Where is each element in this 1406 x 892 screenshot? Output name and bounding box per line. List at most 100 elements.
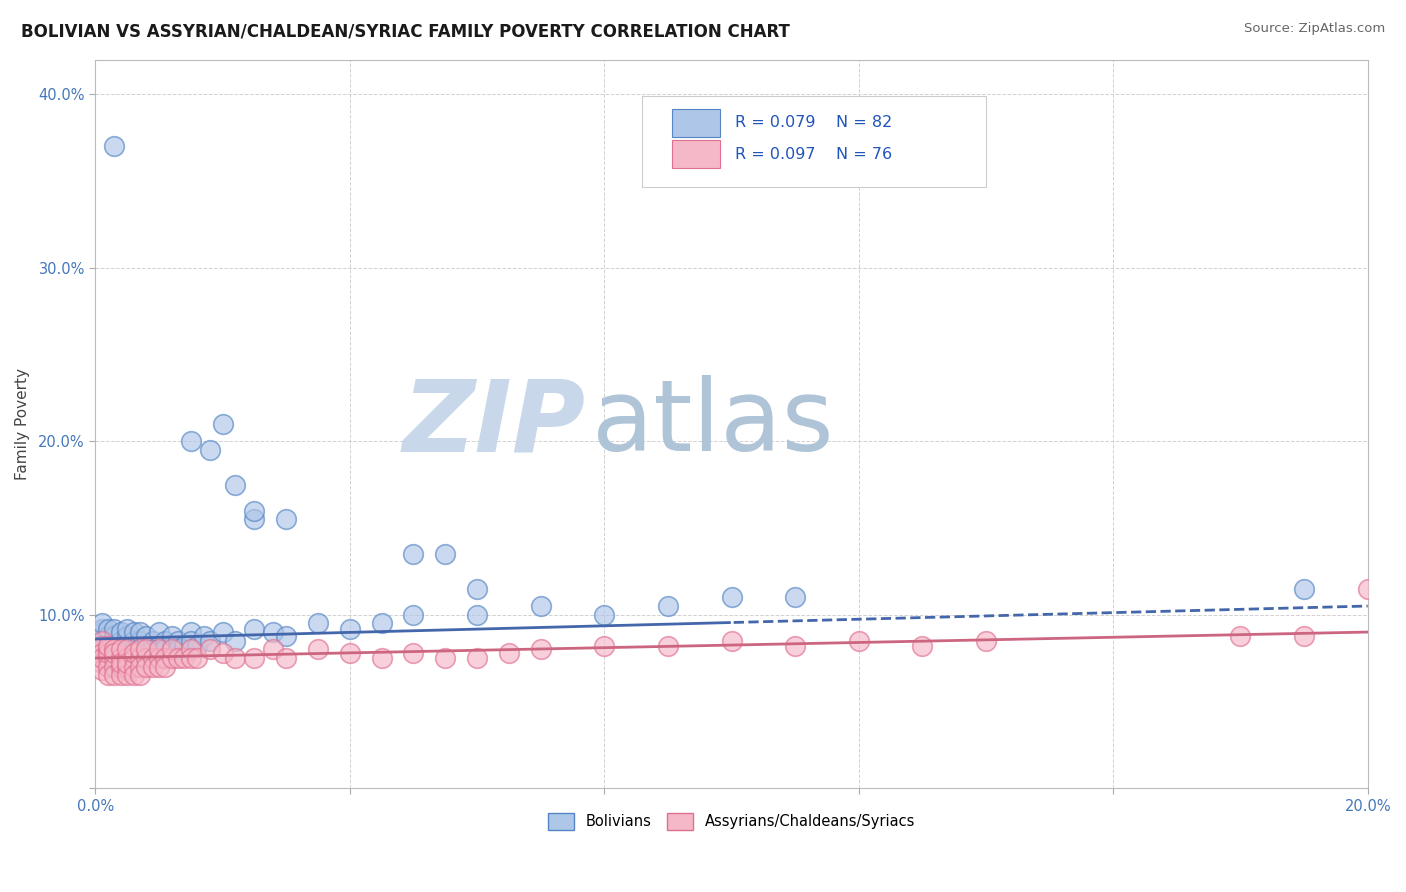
Point [97, 628, 120, 642]
Point [103, 659, 125, 673]
Point [785, 639, 807, 653]
Point [135, 646, 157, 660]
Point [276, 651, 298, 665]
FancyBboxPatch shape [672, 109, 720, 136]
Point [122, 651, 145, 665]
Point [911, 639, 934, 653]
Point [103, 628, 125, 642]
Point [122, 651, 145, 665]
Point [160, 651, 183, 665]
Point [720, 633, 742, 648]
Point [148, 639, 170, 653]
Point [1294, 628, 1316, 642]
Point [243, 503, 266, 517]
Point [263, 625, 285, 640]
Point [122, 633, 145, 648]
Point [848, 633, 870, 648]
Point [167, 651, 190, 665]
Point [90, 622, 112, 636]
Point [97, 639, 120, 653]
Point [103, 646, 125, 660]
Point [97, 639, 120, 653]
Point [97, 646, 120, 660]
Point [193, 628, 215, 642]
Point [657, 599, 679, 613]
Point [110, 633, 132, 648]
Point [103, 651, 125, 665]
Point [115, 639, 138, 653]
Point [155, 633, 177, 648]
Point [243, 651, 266, 665]
Point [122, 668, 145, 682]
Point [211, 417, 233, 431]
Point [122, 625, 145, 640]
Text: Source: ZipAtlas.com: Source: ZipAtlas.com [1244, 22, 1385, 36]
Point [173, 639, 195, 653]
Point [122, 642, 145, 657]
Point [129, 642, 152, 657]
Point [142, 633, 165, 648]
Point [90, 633, 112, 648]
Point [90, 663, 112, 677]
Point [110, 668, 132, 682]
Point [115, 657, 138, 671]
Text: R = 0.079    N = 82: R = 0.079 N = 82 [735, 115, 893, 130]
Y-axis label: Family Poverty: Family Poverty [15, 368, 30, 480]
Point [110, 657, 132, 671]
Point [1229, 628, 1251, 642]
Text: R = 0.097    N = 76: R = 0.097 N = 76 [735, 147, 893, 161]
Point [148, 625, 170, 640]
Point [180, 642, 202, 657]
Point [115, 628, 138, 642]
Point [142, 642, 165, 657]
Point [97, 646, 120, 660]
Point [97, 668, 120, 682]
Legend: Bolivians, Assyrians/Chaldeans/Syriacs: Bolivians, Assyrians/Chaldeans/Syriacs [543, 807, 921, 836]
Point [115, 663, 138, 677]
Point [129, 651, 152, 665]
Point [110, 651, 132, 665]
Point [657, 639, 679, 653]
Point [155, 642, 177, 657]
Point [148, 646, 170, 660]
Point [110, 642, 132, 657]
Point [103, 668, 125, 682]
Point [180, 434, 202, 449]
FancyBboxPatch shape [672, 140, 720, 169]
Point [90, 639, 112, 653]
Point [97, 642, 120, 657]
Point [129, 659, 152, 673]
Point [530, 642, 553, 657]
Point [167, 633, 190, 648]
Point [148, 642, 170, 657]
Point [115, 646, 138, 660]
Point [142, 659, 165, 673]
Point [103, 139, 125, 153]
Point [198, 442, 221, 457]
Point [90, 657, 112, 671]
Point [97, 622, 120, 636]
Point [115, 622, 138, 636]
Point [198, 633, 221, 648]
Point [160, 642, 183, 657]
Point [593, 607, 616, 622]
Point [103, 646, 125, 660]
Point [103, 622, 125, 636]
Point [155, 651, 177, 665]
Point [103, 642, 125, 657]
Text: BOLIVIAN VS ASSYRIAN/CHALDEAN/SYRIAC FAMILY POVERTY CORRELATION CHART: BOLIVIAN VS ASSYRIAN/CHALDEAN/SYRIAC FAM… [21, 22, 790, 40]
Point [173, 651, 195, 665]
Point [135, 651, 157, 665]
Point [307, 616, 329, 631]
Point [434, 547, 457, 561]
Point [211, 646, 233, 660]
Point [530, 599, 553, 613]
Point [974, 633, 997, 648]
Point [160, 628, 183, 642]
Point [97, 659, 120, 673]
Point [224, 477, 246, 491]
Point [180, 651, 202, 665]
Point [243, 622, 266, 636]
Point [263, 642, 285, 657]
Point [135, 642, 157, 657]
